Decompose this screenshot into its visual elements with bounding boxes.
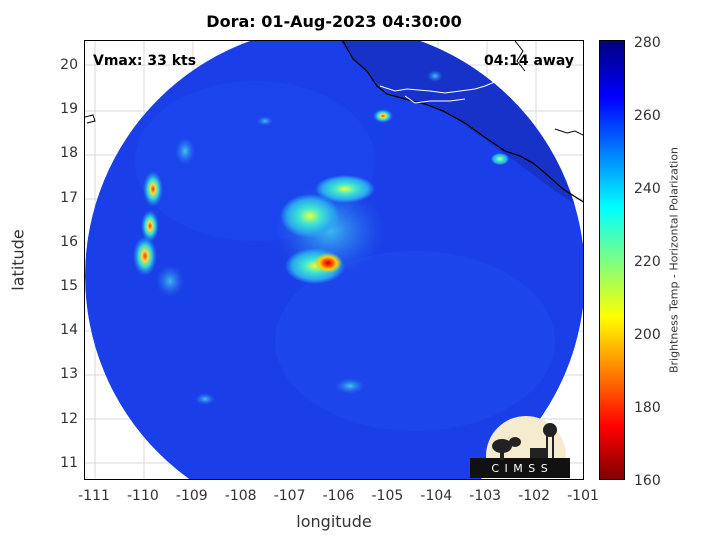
convection-band-3 xyxy=(133,236,157,276)
y-tick-label: 13 xyxy=(60,366,78,383)
x-tick-label: -108 xyxy=(224,488,257,504)
y-tick-label: 11 xyxy=(60,454,78,471)
time-away-label: 04:14 away xyxy=(484,53,574,69)
colorbar-tick-label: 280 xyxy=(634,35,661,51)
convection-band-1 xyxy=(143,171,163,207)
y-tick-label: 16 xyxy=(60,233,78,250)
x-axis-label: longitude xyxy=(296,512,372,531)
convection-band-2 xyxy=(141,210,159,242)
y-tick-label: 17 xyxy=(60,189,78,206)
x-tick-label: -110 xyxy=(127,488,159,504)
y-tick-label: 15 xyxy=(60,278,78,294)
colorbar-tick-label: 200 xyxy=(634,327,661,343)
x-tick-label: -102 xyxy=(518,488,550,504)
colorbar-tick-label: 260 xyxy=(634,108,661,124)
y-axis-label: latitude xyxy=(8,229,28,291)
x-tick-label: -107 xyxy=(273,488,306,504)
map-plot-area xyxy=(84,40,584,480)
brightness-temp-map xyxy=(85,41,583,479)
x-tick-label: -109 xyxy=(175,488,208,504)
cimss-logo: C I M S S xyxy=(470,412,570,496)
x-tick-label: -106 xyxy=(322,488,355,504)
vmax-label: Vmax: 33 kts xyxy=(93,53,197,69)
x-tick-label: -111 xyxy=(78,488,110,504)
colorbar-tick-label: 240 xyxy=(634,181,661,197)
y-tick-label: 14 xyxy=(60,322,78,339)
storm-rainband-north xyxy=(315,175,375,203)
map-title: Dora: 01-Aug-2023 04:30:00 xyxy=(206,12,462,31)
colorbar xyxy=(599,40,625,480)
colorbar-tick-label: 160 xyxy=(634,473,661,489)
colorbar-tick-label: 220 xyxy=(634,254,661,270)
x-tick-label: -103 xyxy=(469,488,502,504)
x-tick-label: -101 xyxy=(567,488,599,504)
x-tick-label: -104 xyxy=(420,488,453,504)
y-tick-label: 20 xyxy=(60,57,78,73)
logo-text: C I M S S xyxy=(491,462,549,475)
colorbar-label: Brightness Temp - Horizontal Polarizatio… xyxy=(667,147,681,373)
y-tick-label: 12 xyxy=(60,410,78,427)
coastline xyxy=(342,41,583,203)
y-tick-label: 19 xyxy=(60,101,78,118)
y-tick-label: 18 xyxy=(60,145,78,162)
x-tick-label: -105 xyxy=(371,488,404,504)
storm-core xyxy=(314,253,342,273)
storm-rainband-west xyxy=(280,194,340,238)
colorbar-tick-label: 180 xyxy=(634,400,661,416)
